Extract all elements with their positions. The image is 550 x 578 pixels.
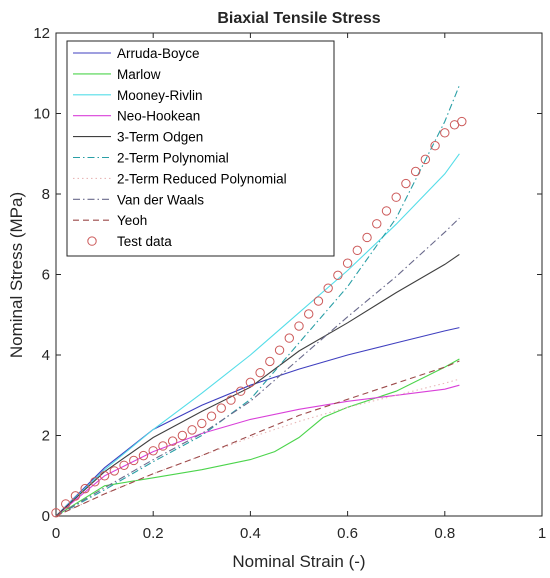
- x-tick-label: 0.4: [240, 525, 261, 542]
- test-data-point: [129, 455, 139, 466]
- test-data-point: [313, 296, 324, 306]
- test-data-point: [420, 154, 431, 165]
- test-data-point: [391, 192, 401, 202]
- y-tick-label: 0: [42, 508, 50, 525]
- test-data-point: [158, 441, 168, 451]
- chart-title: Biaxial Tensile Stress: [217, 10, 380, 27]
- test-data-point: [274, 345, 285, 355]
- test-data-point: [90, 477, 100, 487]
- legend-label: Arruda-Boyce: [117, 46, 200, 61]
- test-data-point: [109, 466, 120, 476]
- legend-label: Test data: [117, 234, 172, 249]
- y-tick-label: 8: [42, 186, 50, 203]
- legend-box: [66, 40, 335, 257]
- test-data-point: [51, 508, 61, 518]
- test-data-point: [372, 219, 382, 229]
- test-data-point: [457, 116, 467, 127]
- series-line-2-term-reduced-polynomial: [55, 378, 460, 517]
- y-tick-label: 10: [33, 106, 50, 123]
- series-line-neo-hookean: [55, 384, 460, 517]
- legend-label: Marlow: [117, 67, 161, 82]
- test-data-point: [410, 166, 421, 177]
- y-axis-ticks: 0 2 4 6 8 10 12: [33, 25, 542, 525]
- series-test-data: [51, 116, 467, 518]
- x-axis-ticks: 0 0.2 0.4 0.6 0.8 1: [52, 33, 546, 542]
- test-data-point: [167, 436, 178, 446]
- legend-label: Mooney-Rivlin: [117, 88, 203, 103]
- test-data-point: [430, 141, 440, 151]
- series-line-mooney-rivlin: [55, 153, 460, 517]
- legend-label: 3-Term Odgen: [117, 130, 203, 145]
- legend-label: Yeoh: [117, 213, 147, 228]
- y-tick-label: 12: [33, 25, 50, 42]
- test-data-point: [187, 425, 197, 435]
- series-line-arruda-boyce: [55, 327, 460, 517]
- legend-label: Van der Waals: [117, 192, 204, 207]
- test-data-point: [440, 128, 450, 138]
- x-tick-label: 0: [52, 525, 60, 542]
- test-data-point: [352, 245, 363, 256]
- y-tick-label: 4: [42, 347, 50, 364]
- test-data-point: [216, 403, 226, 413]
- test-data-point: [323, 283, 333, 293]
- test-data-point: [342, 258, 353, 268]
- test-data-point: [284, 333, 294, 343]
- legend-swatch: [87, 236, 97, 246]
- test-data-point: [226, 395, 236, 405]
- test-data-point: [235, 386, 246, 396]
- test-data-point: [119, 460, 129, 470]
- series-line-van-der-waals: [55, 217, 460, 517]
- test-data-point: [265, 356, 275, 367]
- test-data-point: [206, 411, 217, 421]
- legend: Arruda-Boyce Marlow Mooney-Rivlin Neo-Hooke…: [66, 40, 335, 257]
- test-data-point: [138, 450, 149, 461]
- x-tick-label: 0.6: [337, 525, 358, 542]
- test-data-point: [80, 483, 90, 494]
- test-data-point: [333, 270, 343, 281]
- series-line-3-term-odgen: [55, 253, 460, 517]
- x-tick-label: 0.8: [434, 525, 455, 542]
- y-tick-label: 2: [42, 428, 50, 445]
- y-tick-label: 6: [42, 267, 50, 284]
- test-data-point: [362, 232, 372, 243]
- test-data-point: [245, 377, 256, 388]
- test-data-point: [99, 471, 110, 481]
- test-data-point: [61, 499, 71, 509]
- series-line-marlow: [55, 358, 460, 517]
- test-data-point: [70, 491, 81, 501]
- legend-label: 2-Term Polynomial: [117, 151, 229, 166]
- legend-label: Neo-Hookean: [117, 109, 200, 124]
- x-tick-label: 1: [538, 525, 546, 542]
- y-axis-label: Nominal Stress (MPa): [7, 192, 26, 358]
- test-data-point: [294, 321, 304, 331]
- test-data-point: [177, 430, 188, 441]
- test-data-point: [401, 178, 411, 189]
- test-data-point: [381, 206, 392, 216]
- x-axis-label: Nominal Strain (-): [232, 552, 365, 571]
- test-data-point: [148, 446, 158, 456]
- series-line-2-term-polynomial: [55, 85, 460, 517]
- test-data-point: [255, 368, 265, 378]
- x-tick-label: 0.2: [143, 525, 164, 542]
- series-line-yeoh: [55, 360, 460, 517]
- test-data-point: [304, 309, 314, 319]
- legend-label: 2-Term Reduced Polynomial: [117, 171, 287, 186]
- test-data-point: [197, 418, 207, 429]
- series-layer: [51, 85, 467, 518]
